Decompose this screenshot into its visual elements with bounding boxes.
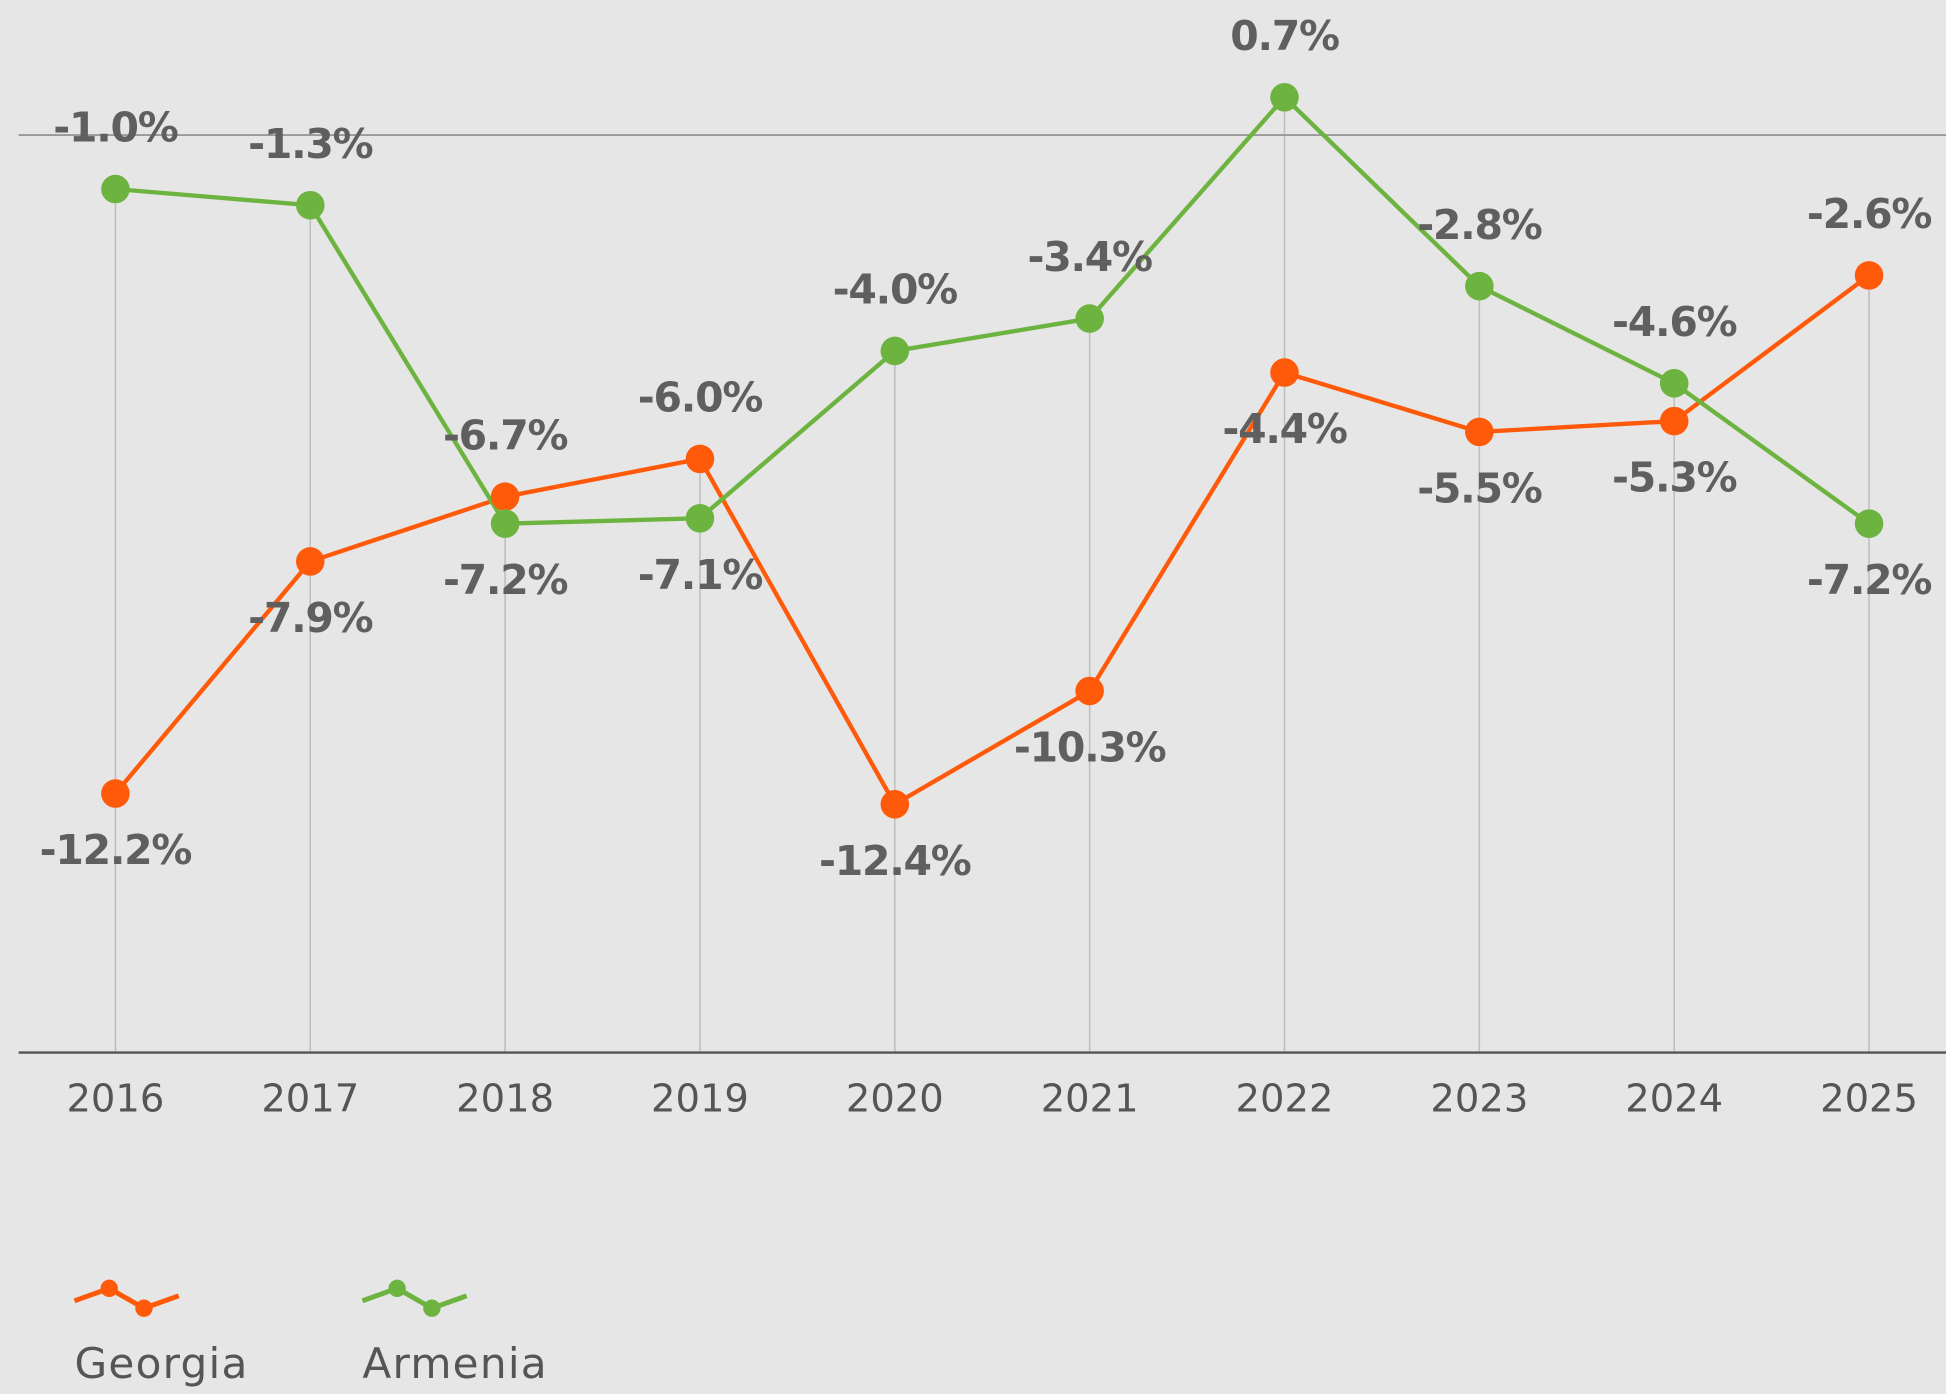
data-label: -1.0%	[53, 104, 178, 152]
data-point	[101, 779, 130, 808]
x-tick-label: 2019	[651, 1076, 749, 1121]
series-line	[113, 273, 1871, 808]
data-point	[1270, 358, 1299, 387]
data-label: 0.7%	[1230, 12, 1339, 60]
data-point	[1465, 417, 1494, 447]
data-label: -1.3%	[248, 120, 373, 168]
data-label: -7.1%	[638, 551, 763, 599]
data-label: -5.5%	[1417, 464, 1542, 512]
data-point	[1075, 304, 1104, 333]
data-label: -7.9%	[248, 594, 373, 642]
data-point	[880, 790, 910, 819]
data-label: -4.6%	[1612, 298, 1737, 346]
legend-dot	[135, 1299, 153, 1317]
legend-label: Georgia	[74, 1339, 248, 1388]
data-label: -2.6%	[1807, 190, 1932, 238]
data-point	[1854, 509, 1884, 538]
data-point	[101, 174, 130, 204]
data-label: -4.4%	[1222, 405, 1347, 453]
x-tick-label: 2022	[1236, 1076, 1334, 1121]
data-label: -3.4%	[1027, 233, 1152, 281]
legend-dot	[423, 1299, 441, 1317]
data-point	[1854, 261, 1884, 290]
data-label: -7.2%	[1807, 556, 1932, 604]
legend-swatch	[73, 1285, 180, 1311]
data-point	[490, 509, 520, 538]
legend-dot	[388, 1279, 406, 1298]
legend-swatch	[361, 1285, 468, 1311]
data-point	[880, 336, 910, 366]
data-label: -4.0%	[833, 266, 958, 314]
x-tick-label: 2021	[1041, 1076, 1139, 1121]
data-point	[295, 190, 325, 220]
x-tick-label: 2017	[261, 1076, 359, 1121]
data-point	[295, 547, 325, 576]
data-point	[1659, 406, 1689, 436]
data-point	[490, 482, 520, 511]
x-tick-label: 2016	[66, 1076, 164, 1121]
data-point	[1465, 271, 1494, 301]
x-tick-label: 2023	[1430, 1076, 1528, 1121]
data-label: -5.3%	[1612, 454, 1737, 502]
data-label: -12.2%	[40, 826, 192, 874]
data-point	[1075, 676, 1104, 706]
data-point	[685, 503, 715, 533]
legend-dot	[100, 1279, 118, 1298]
series-line	[115, 94, 1871, 526]
data-label: -2.8%	[1417, 201, 1542, 249]
x-tick-label: 2024	[1625, 1076, 1723, 1121]
data-label: -6.7%	[443, 411, 568, 459]
data-point	[1270, 83, 1299, 112]
data-label: -6.0%	[638, 374, 763, 422]
x-tick-label: 2018	[456, 1076, 554, 1121]
x-tick-label: 2020	[846, 1076, 944, 1121]
data-point	[1659, 369, 1689, 398]
x-tick-label: 2025	[1820, 1076, 1918, 1121]
data-label: -7.2%	[443, 556, 568, 604]
data-label: -10.3%	[1014, 724, 1166, 772]
legend-label: Armenia	[362, 1339, 548, 1388]
data-point	[685, 444, 715, 474]
data-label: -12.4%	[819, 837, 971, 885]
